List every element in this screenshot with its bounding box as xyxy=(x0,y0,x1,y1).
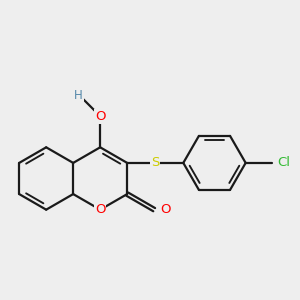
Text: Cl: Cl xyxy=(278,156,290,170)
Text: H: H xyxy=(74,89,83,102)
Text: S: S xyxy=(151,156,159,170)
Text: O: O xyxy=(95,203,105,216)
Text: O: O xyxy=(160,203,170,216)
Text: O: O xyxy=(95,110,105,123)
